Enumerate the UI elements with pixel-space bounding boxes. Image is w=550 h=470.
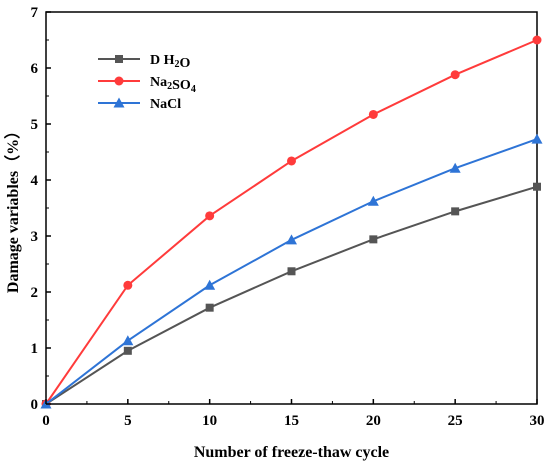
data-point [287, 156, 296, 166]
series-line [45, 39, 538, 405]
legend-marker [113, 97, 125, 108]
data-point [367, 195, 379, 206]
y-tick-label: 1 [31, 341, 39, 357]
series-1 [41, 35, 542, 409]
y-tick-label: 7 [31, 5, 39, 21]
series-layer [40, 35, 543, 409]
x-tick-label: 20 [366, 413, 381, 429]
y-tick-label: 5 [31, 117, 39, 133]
legend-item: Na2SO4 [98, 75, 196, 95]
y-tick-label: 4 [31, 173, 39, 189]
data-point [368, 109, 378, 119]
legend-label: Na2SO4 [150, 75, 196, 95]
series-line [45, 185, 538, 405]
legend-label: D H2O [150, 53, 191, 71]
x-tick-label: 5 [124, 413, 132, 429]
axis-layer: 0 5 10 15 20 25 30 0 1 2 3 4 5 6 7 [31, 5, 545, 429]
data-point [205, 303, 214, 312]
data-point [449, 162, 461, 173]
x-tick-label: 30 [530, 413, 545, 429]
y-tick-label: 3 [31, 229, 39, 245]
legend-label: NaCl [150, 97, 181, 112]
x-tick-label: 15 [284, 413, 299, 429]
data-point [531, 133, 543, 144]
data-point [533, 182, 541, 191]
legend-item: D H2O [98, 53, 191, 71]
y-tick-label: 0 [31, 397, 39, 413]
data-point [451, 207, 460, 216]
data-point [122, 335, 134, 346]
legend-marker [114, 76, 124, 86]
legend-marker [115, 55, 123, 63]
data-point [204, 279, 216, 290]
data-point [287, 267, 296, 276]
data-point [450, 70, 460, 80]
x-tick-label: 10 [202, 413, 217, 429]
data-point [286, 234, 297, 245]
y-tick-label: 6 [31, 61, 39, 77]
data-point [369, 235, 378, 244]
data-point [205, 211, 215, 221]
legend: D H2O Na2SO4 NaCl [98, 53, 196, 112]
x-tick-label: 25 [448, 413, 463, 429]
y-tick-label: 2 [31, 285, 39, 301]
x-axis-title: Number of freeze-thaw cycle [194, 444, 389, 461]
data-point [123, 346, 132, 355]
legend-item: NaCl [98, 97, 181, 112]
y-axis-title: Damage variables（%） [4, 123, 22, 293]
data-point [532, 35, 542, 45]
series-0 [42, 182, 541, 408]
data-point [123, 280, 133, 290]
x-tick-label: 0 [42, 413, 50, 429]
